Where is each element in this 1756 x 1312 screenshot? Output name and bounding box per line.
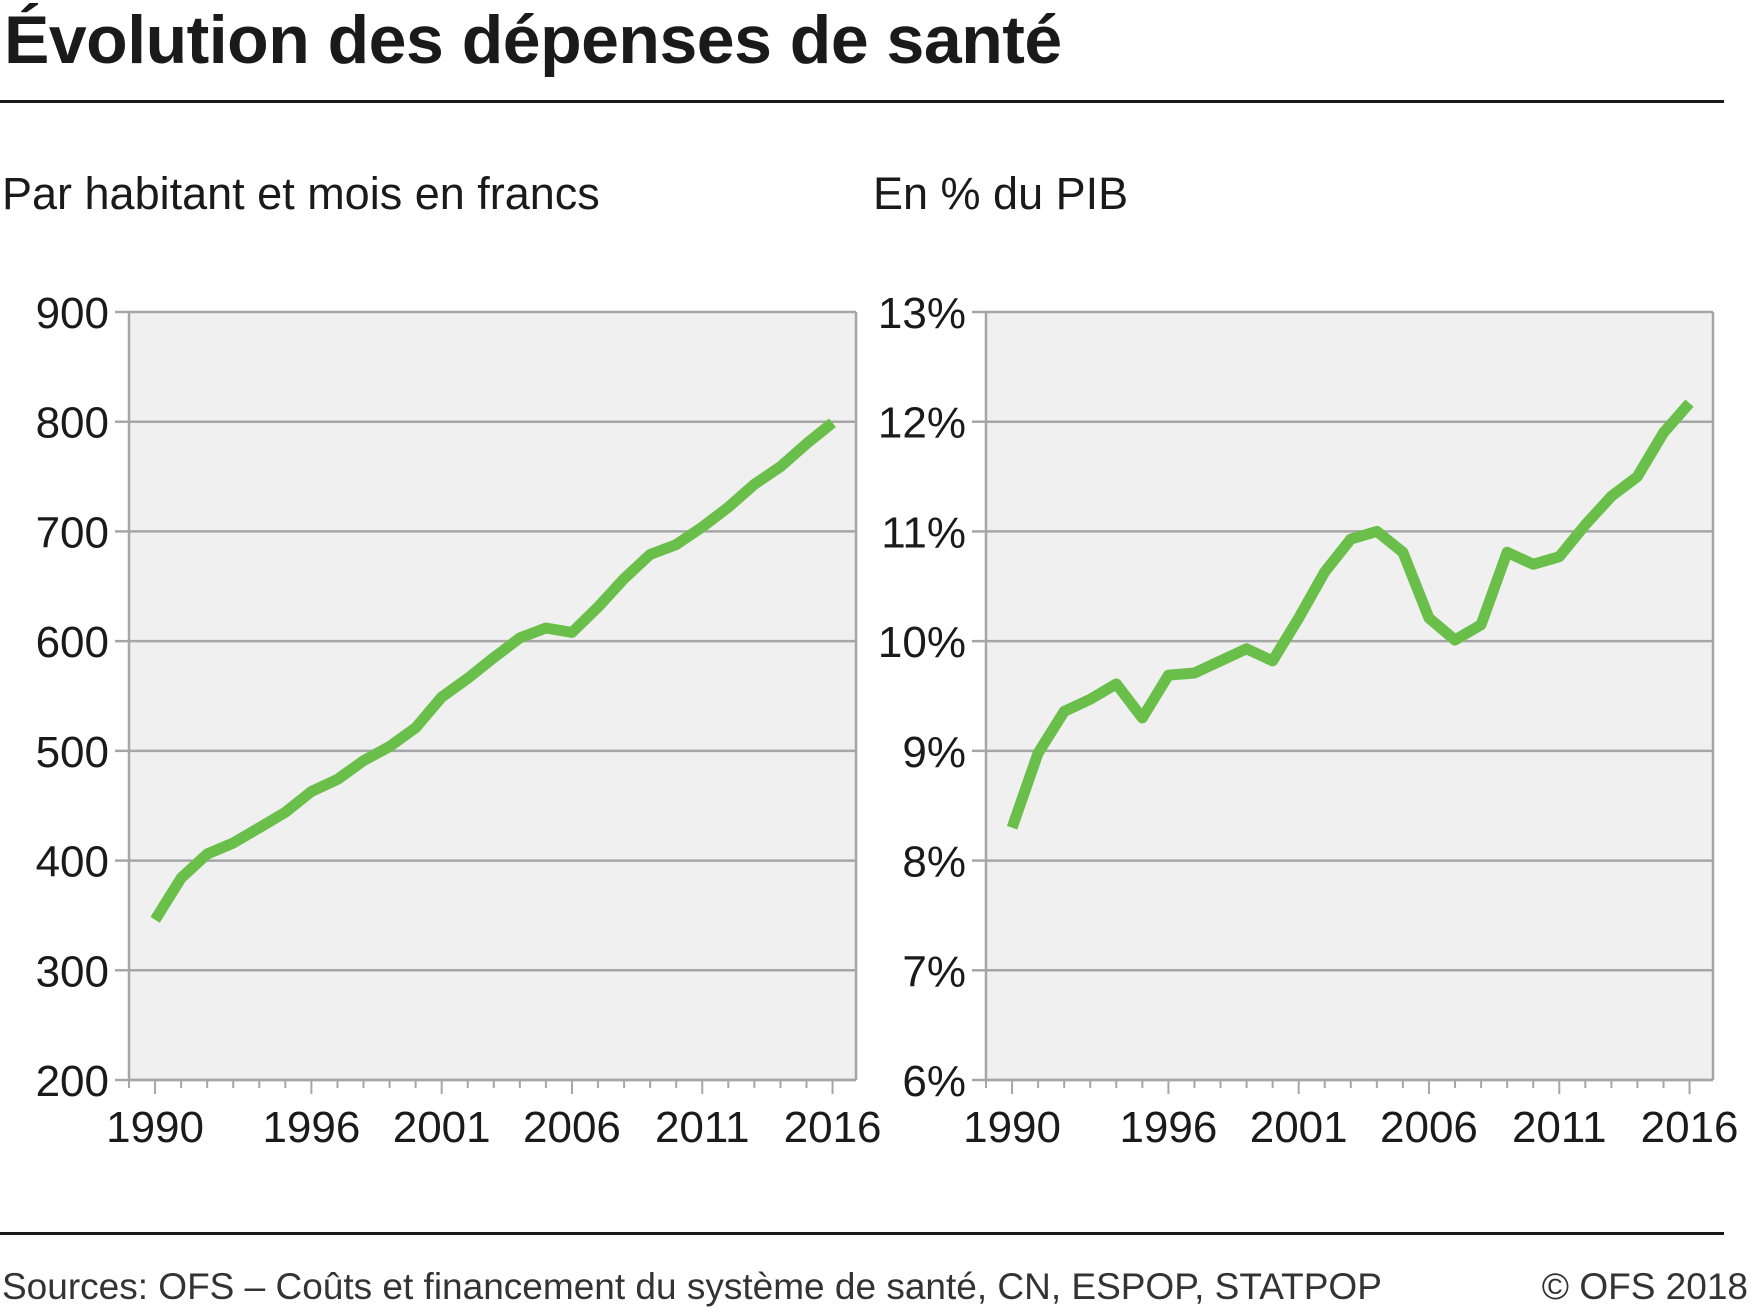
left-y-tick-label: 200: [36, 1057, 109, 1106]
top-rule: [0, 100, 1724, 103]
right-y-tick-label: 13%: [878, 289, 966, 338]
left-x-tick-label: 1996: [262, 1103, 360, 1152]
right-x-tick-label: 2011: [1512, 1103, 1607, 1152]
left-plot-area: [129, 312, 856, 1080]
right-plot-area: [986, 312, 1713, 1080]
copyright-note: © OFS 2018: [1541, 1266, 1748, 1307]
left-y-tick-label: 900: [36, 289, 109, 338]
right-y-tick-label: 11%: [881, 508, 966, 557]
bottom-rule: [0, 1232, 1724, 1235]
chart-per-capita: 200 300 400 500 600 700 800 900 1990 1996 2001 2006…: [36, 289, 880, 1152]
right-y-tick-label: 12%: [878, 399, 966, 448]
chart-left-title: Par habitant et mois en francs: [2, 168, 600, 219]
left-y-tick-label: 300: [36, 947, 109, 996]
chart-right-title: En % du PIB: [873, 168, 1129, 219]
page-title: Évolution des dépenses de santé: [4, 2, 1062, 78]
right-x-tick-label: 1990: [963, 1103, 1061, 1152]
right-x-tick-label: 1996: [1119, 1103, 1217, 1152]
chart-percent-gdp: 6% 7% 8% 9% 10% 11% 12% 13% 1990 1996 2001 2006 2011…: [878, 289, 1739, 1152]
left-x-tick-label: 1990: [106, 1103, 204, 1152]
left-y-tick-label: 700: [36, 508, 109, 557]
left-x-tick-label: 2011: [655, 1103, 750, 1152]
left-x-tick-label: 2016: [784, 1103, 880, 1152]
right-series-line: [1006, 399, 1694, 830]
right-y-tick-label: 6%: [902, 1057, 966, 1106]
right-y-tick-label: 8%: [902, 838, 966, 887]
source-note: Sources: OFS – Coûts et financement du s…: [2, 1266, 1382, 1307]
right-y-tick-label: 7%: [902, 947, 966, 996]
right-x-tick-label: 2001: [1250, 1103, 1348, 1152]
left-x-tick-label: 2006: [523, 1103, 621, 1152]
right-y-tick-label: 9%: [902, 728, 966, 777]
right-y-tick-label: 10%: [878, 618, 966, 667]
left-y-tick-label: 500: [36, 728, 109, 777]
left-y-tick-label: 800: [36, 399, 109, 448]
left-x-tick-label: 2001: [393, 1103, 491, 1152]
right-x-tick-label: 2006: [1380, 1103, 1478, 1152]
left-y-tick-label: 400: [36, 838, 109, 887]
left-y-tick-label: 600: [36, 618, 109, 667]
left-series-line: [150, 418, 836, 923]
right-x-tick-label: 2016: [1641, 1103, 1739, 1152]
